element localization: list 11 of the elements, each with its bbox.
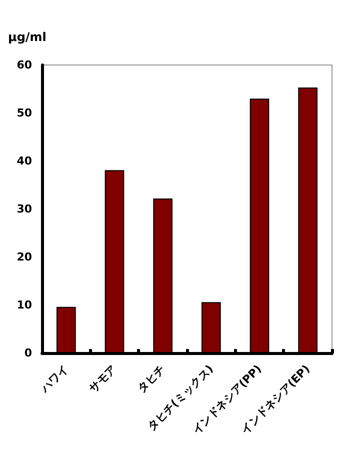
y-tick-label: 10 [16, 298, 32, 312]
x-tick-label: ハワイ [38, 362, 71, 396]
x-tick-label: サモア [86, 362, 120, 395]
y-tick-label: 30 [16, 202, 32, 216]
y-tick-label: 50 [16, 106, 32, 120]
y-tick-label: 0 [24, 346, 32, 360]
x-tick-label: タヒチ [134, 362, 168, 395]
y-tick-label: 40 [16, 154, 32, 168]
y-tick-label: 20 [16, 250, 32, 264]
y-tick-label: 60 [16, 58, 32, 72]
y-axis-title: μg/ml [8, 30, 46, 44]
